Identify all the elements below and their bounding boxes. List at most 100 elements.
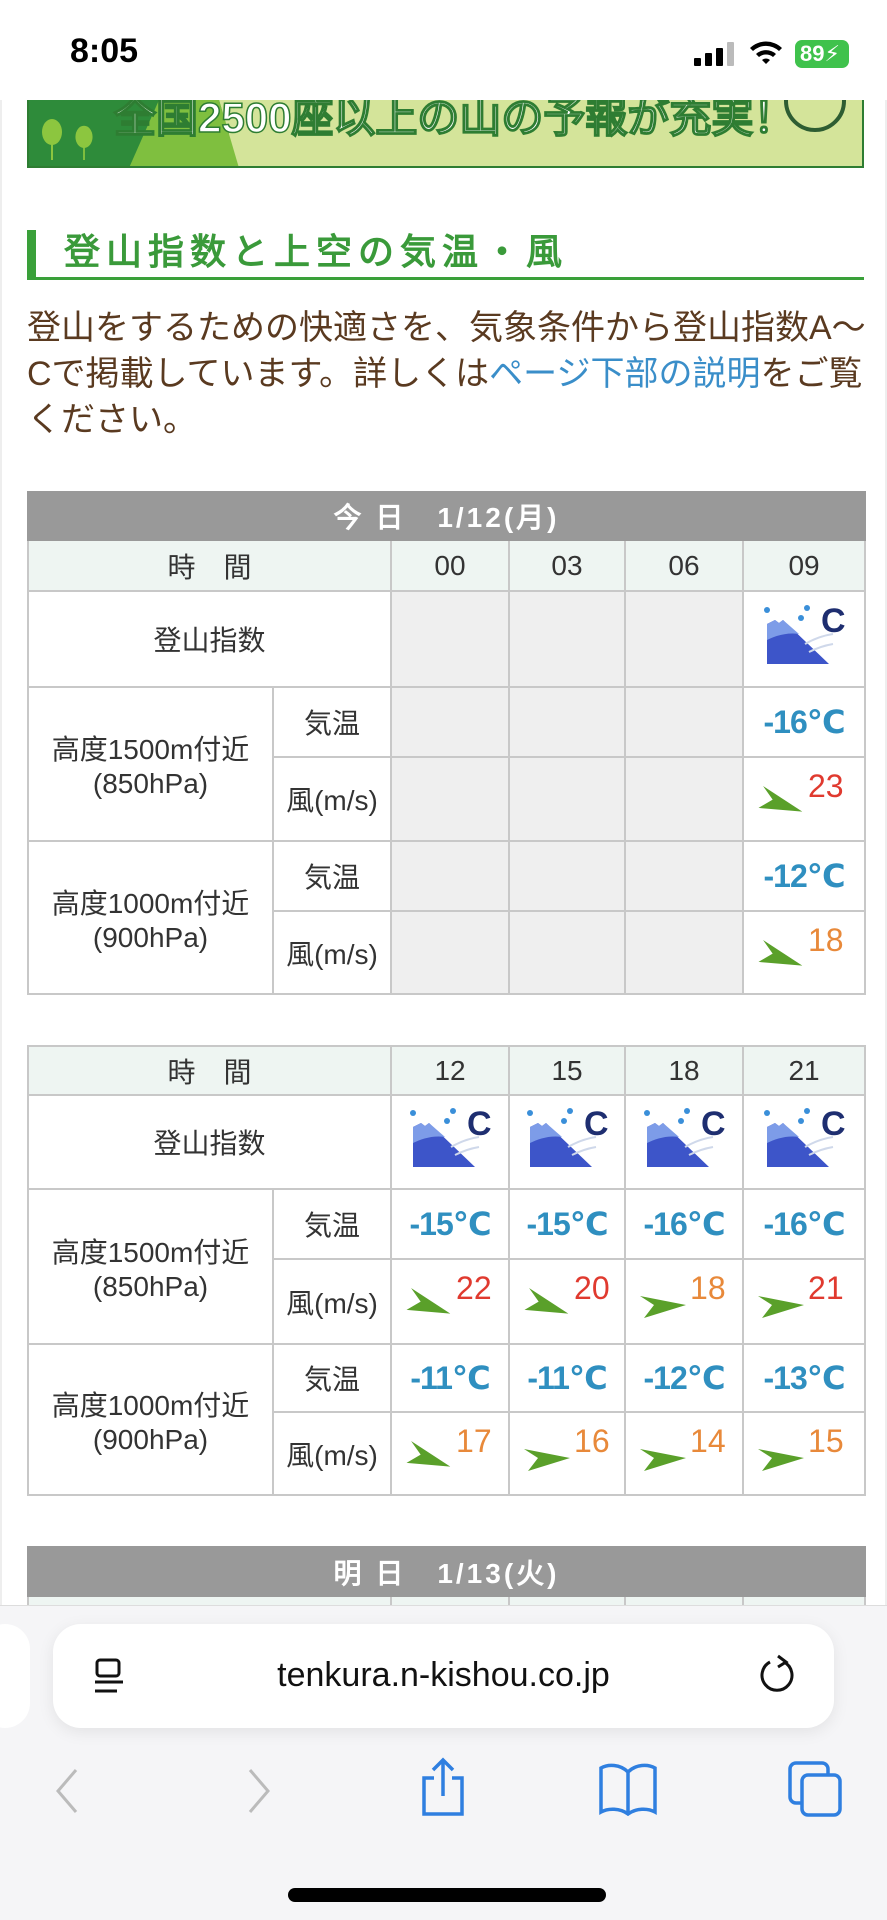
altitude-label: 高度1500m付近 (850hPa) bbox=[27, 1188, 274, 1345]
wind-arrow-northwest-icon bbox=[758, 940, 803, 966]
address-bar[interactable]: tenkura.n-kishou.co.jp bbox=[53, 1624, 834, 1728]
mountain-index-icon: C bbox=[764, 602, 846, 664]
share-icon[interactable] bbox=[418, 1756, 468, 1818]
temperature-cell: -15℃ bbox=[508, 1188, 627, 1260]
wind-speed: 23 bbox=[808, 768, 844, 804]
time-cell: 15 bbox=[508, 1045, 627, 1096]
web-content[interactable]: 全国2500座以上の山の予報が充実！ 登山指数と上空の気温・風 登山をするための… bbox=[0, 100, 887, 1605]
temp-label: 気温 bbox=[271, 1188, 393, 1260]
climbing-index-cell: C bbox=[741, 590, 867, 688]
svg-text:C: C bbox=[821, 604, 846, 640]
wind-arrow-west-icon bbox=[640, 1449, 687, 1471]
previous-tab-edge[interactable] bbox=[0, 1624, 30, 1728]
altitude-label: 高度1000m付近 (900hPa) bbox=[27, 840, 274, 995]
altitude-text: 高度1500m付近 bbox=[51, 1236, 250, 1268]
empty-cell bbox=[390, 910, 510, 995]
bookmarks-icon[interactable] bbox=[598, 1762, 658, 1816]
temperature-cell: -12℃ bbox=[741, 840, 867, 912]
altitude-label: 高度1500m付近 (850hPa) bbox=[27, 686, 274, 842]
wind-arrow-west-icon bbox=[524, 1449, 571, 1471]
safari-toolbar: tenkura.n-kishou.co.jp bbox=[0, 1605, 887, 1920]
forecast-table: 時 間 12 15 18 21 登山指数 C C C C 高度1500m付近 (850hPa) 気温 -1… bbox=[26, 1045, 867, 1496]
section-description: 登山をするための快適さを、気象条件から登山指数A〜Cで掲載しています。詳しくはペ… bbox=[27, 305, 867, 443]
time-cell: 03 bbox=[508, 539, 626, 592]
empty-cell bbox=[508, 590, 626, 688]
temperature-cell: -16℃ bbox=[741, 686, 867, 758]
temperature-cell: -13℃ bbox=[742, 1343, 867, 1413]
time-cell: 21 bbox=[742, 1045, 867, 1096]
index-label: 登山指数 bbox=[26, 1094, 393, 1190]
temperature-cell: -12℃ bbox=[624, 1343, 745, 1413]
altitude-text: 高度1000m付近 bbox=[51, 887, 250, 919]
desc-text: をご覧ください。 bbox=[27, 355, 863, 439]
svg-text:C: C bbox=[701, 1107, 726, 1143]
tree-icon bbox=[42, 119, 62, 160]
wind-label: 風(m/s) bbox=[272, 756, 392, 842]
wind-arrow-northwest-icon bbox=[406, 1441, 451, 1467]
empty-cell bbox=[390, 686, 510, 758]
wind-cell: 15 bbox=[742, 1411, 867, 1496]
battery-icon: 89⚡ bbox=[795, 40, 849, 68]
home-indicator[interactable] bbox=[288, 1888, 606, 1902]
wind-cell: 14 bbox=[624, 1411, 745, 1496]
mountain-index-icon: C bbox=[644, 1105, 726, 1167]
climbing-index-cell: C bbox=[624, 1094, 745, 1190]
pressure-text: (900hPa) bbox=[92, 1423, 209, 1455]
clock: 8:05 bbox=[70, 32, 139, 70]
wifi-icon bbox=[750, 41, 782, 64]
empty-cell bbox=[390, 590, 510, 688]
empty-cell bbox=[624, 840, 744, 912]
page-bottom-link[interactable]: ページ下部の説明 bbox=[489, 355, 761, 393]
url-text: tenkura.n-kishou.co.jp bbox=[277, 1656, 610, 1694]
svg-text:C: C bbox=[584, 1107, 609, 1143]
status-bar: 8:05 89⚡ bbox=[0, 0, 887, 100]
section-title: 登山指数と上空の気温・風 bbox=[27, 230, 864, 280]
pressure-text: (850hPa) bbox=[92, 1270, 209, 1302]
altitude-label: 高度1000m付近 (900hPa) bbox=[27, 1343, 274, 1496]
altitude-text: 高度1500m付近 bbox=[51, 734, 250, 765]
wind-speed: 18 bbox=[690, 1270, 726, 1306]
temp-label: 気温 bbox=[272, 840, 392, 912]
empty-cell bbox=[624, 756, 744, 842]
wind-cell: 18 bbox=[741, 910, 867, 995]
svg-text:C: C bbox=[467, 1107, 492, 1143]
temperature-cell: -15℃ bbox=[390, 1188, 511, 1260]
wind-label: 風(m/s) bbox=[271, 1258, 393, 1345]
empty-cell bbox=[508, 756, 626, 842]
wind-label: 風(m/s) bbox=[272, 910, 392, 995]
time-cell: 00 bbox=[390, 539, 510, 592]
pressure-text: (900hPa) bbox=[92, 921, 209, 953]
promo-banner[interactable]: 全国2500座以上の山の予報が充実！ bbox=[27, 100, 864, 168]
wind-speed: 14 bbox=[690, 1423, 726, 1459]
temperature-cell: -11℃ bbox=[508, 1343, 627, 1413]
time-cell: 12 bbox=[390, 1045, 511, 1096]
page-menu-icon[interactable] bbox=[93, 1658, 129, 1694]
mountain-index-icon: C bbox=[410, 1105, 492, 1167]
banner-text: 全国2500座以上の山の予報が充実！ bbox=[113, 100, 796, 142]
tabs-icon[interactable] bbox=[788, 1761, 844, 1819]
forward-icon[interactable] bbox=[244, 1766, 274, 1816]
wind-arrow-west-icon bbox=[640, 1296, 687, 1318]
wind-speed: 21 bbox=[808, 1270, 844, 1306]
wind-arrow-west-icon bbox=[758, 1296, 805, 1318]
time-cell: 09 bbox=[741, 539, 867, 592]
desc-text: 登山をするための快適さを、気象条件から登山指数A〜Cで掲載しています。詳しくは bbox=[27, 309, 866, 393]
altitude-text: 高度1000m付近 bbox=[51, 1389, 250, 1421]
empty-cell bbox=[508, 686, 626, 758]
temperature-cell: -11℃ bbox=[390, 1343, 511, 1413]
tree-icon bbox=[75, 125, 93, 160]
temp-label: 気温 bbox=[271, 1343, 393, 1413]
empty-cell bbox=[390, 756, 510, 842]
wind-arrow-northwest-icon bbox=[524, 1288, 569, 1314]
wind-cell: 21 bbox=[742, 1258, 867, 1345]
mountain-index-icon: C bbox=[764, 1105, 846, 1167]
temp-label: 気温 bbox=[272, 686, 392, 758]
wind-speed: 16 bbox=[574, 1423, 610, 1459]
reload-icon[interactable] bbox=[758, 1654, 798, 1696]
wind-speed: 17 bbox=[456, 1423, 492, 1459]
wind-speed: 22 bbox=[456, 1270, 492, 1306]
time-label: 時 間 bbox=[27, 539, 392, 592]
wind-cell: 18 bbox=[624, 1258, 745, 1345]
time-cell: 06 bbox=[624, 539, 744, 592]
back-icon[interactable] bbox=[52, 1766, 82, 1816]
